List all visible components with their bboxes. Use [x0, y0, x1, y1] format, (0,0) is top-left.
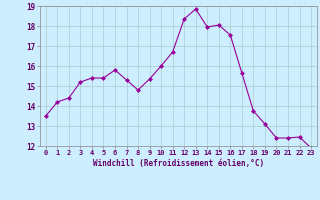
X-axis label: Windchill (Refroidissement éolien,°C): Windchill (Refroidissement éolien,°C) — [93, 159, 264, 168]
